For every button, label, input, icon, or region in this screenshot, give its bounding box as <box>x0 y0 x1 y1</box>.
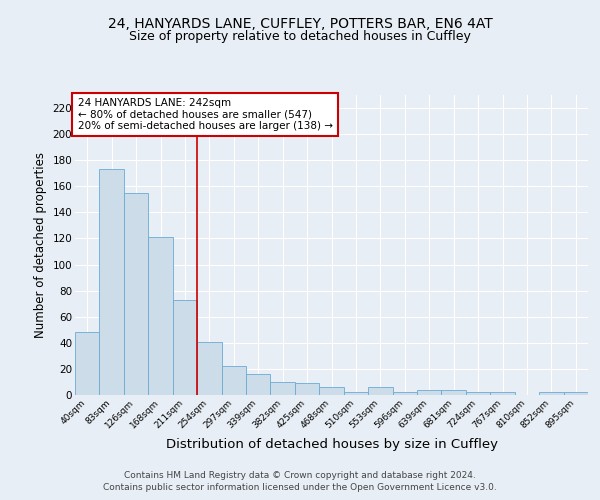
X-axis label: Distribution of detached houses by size in Cuffley: Distribution of detached houses by size … <box>166 438 497 451</box>
Y-axis label: Number of detached properties: Number of detached properties <box>34 152 47 338</box>
Bar <box>490 392 515 395</box>
Bar <box>368 387 392 395</box>
Bar <box>173 300 197 395</box>
Text: 24 HANYARDS LANE: 242sqm
← 80% of detached houses are smaller (547)
20% of semi-: 24 HANYARDS LANE: 242sqm ← 80% of detach… <box>77 98 332 131</box>
Bar <box>563 392 588 395</box>
Bar <box>295 384 319 395</box>
Text: Contains HM Land Registry data © Crown copyright and database right 2024.
Contai: Contains HM Land Registry data © Crown c… <box>103 471 497 492</box>
Bar <box>392 392 417 395</box>
Bar <box>75 332 100 395</box>
Bar <box>344 392 368 395</box>
Bar <box>466 392 490 395</box>
Bar <box>148 237 173 395</box>
Text: 24, HANYARDS LANE, CUFFLEY, POTTERS BAR, EN6 4AT: 24, HANYARDS LANE, CUFFLEY, POTTERS BAR,… <box>107 18 493 32</box>
Bar <box>417 390 442 395</box>
Bar <box>271 382 295 395</box>
Bar <box>124 193 148 395</box>
Bar <box>197 342 221 395</box>
Bar <box>539 392 563 395</box>
Bar <box>246 374 271 395</box>
Bar <box>442 390 466 395</box>
Bar <box>221 366 246 395</box>
Text: Size of property relative to detached houses in Cuffley: Size of property relative to detached ho… <box>129 30 471 43</box>
Bar <box>100 170 124 395</box>
Bar <box>319 387 344 395</box>
